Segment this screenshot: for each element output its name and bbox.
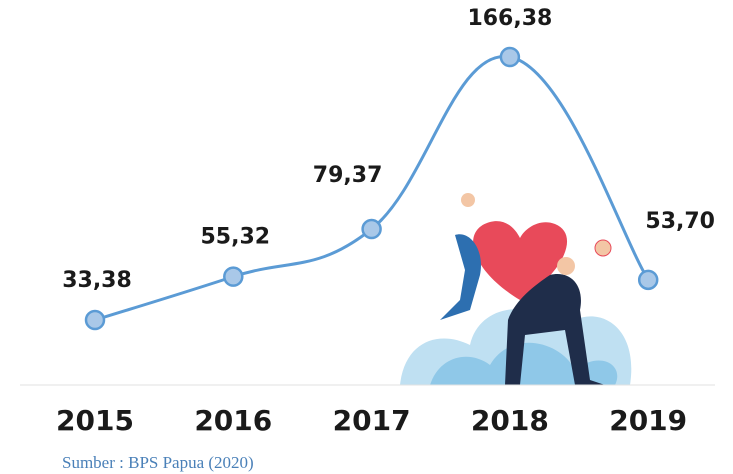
avatar bbox=[594, 239, 612, 257]
x-tick-label: 2016 bbox=[194, 404, 272, 437]
blob bbox=[430, 342, 618, 385]
x-tick-label: 2019 bbox=[609, 404, 687, 437]
point bbox=[637, 269, 659, 291]
value-label: 53,70 bbox=[645, 209, 715, 234]
x-tick-label: 2018 bbox=[471, 404, 549, 437]
point bbox=[499, 46, 521, 68]
value-label: 55,32 bbox=[201, 225, 271, 250]
point bbox=[223, 266, 244, 287]
figure bbox=[505, 274, 605, 385]
illustration bbox=[400, 193, 632, 385]
value-label: 79,37 bbox=[313, 163, 383, 188]
figure bbox=[440, 234, 481, 320]
avatar bbox=[461, 193, 475, 207]
source: Sumber : BPS Papua (2020) bbox=[62, 453, 254, 472]
point bbox=[361, 218, 382, 240]
value-label: 166,38 bbox=[467, 6, 552, 31]
x-tick-label: 2017 bbox=[333, 404, 411, 437]
head bbox=[557, 257, 575, 275]
line bbox=[94, 55, 650, 322]
x-tick-label: 2015 bbox=[56, 404, 134, 437]
point bbox=[84, 309, 106, 331]
value-label: 33,38 bbox=[62, 268, 132, 293]
